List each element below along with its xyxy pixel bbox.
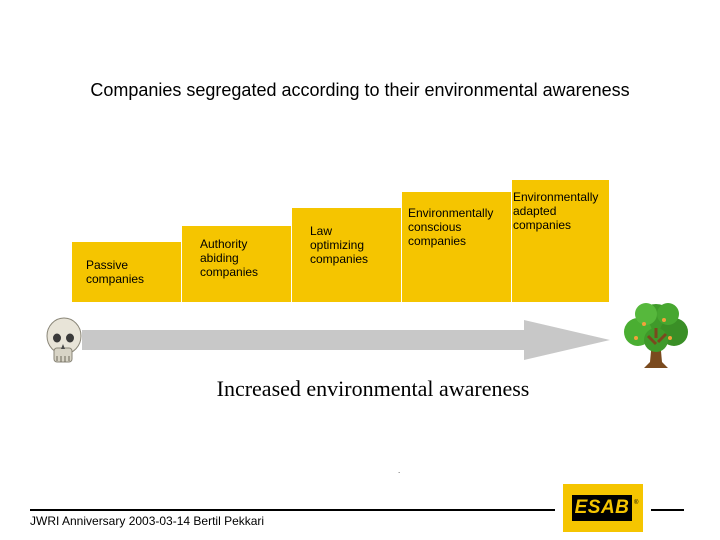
footer-rule-right	[651, 509, 684, 511]
esab-logo-registered-mark: ®	[634, 500, 639, 506]
step-label-passive: Passive companies	[86, 258, 145, 286]
skull-icon	[46, 317, 82, 363]
step-label-law-optimizing: Law optimizing companies	[310, 224, 369, 266]
step-environmentally-adapted	[512, 180, 610, 302]
awareness-arrow	[82, 320, 610, 360]
tree-icon	[624, 303, 688, 368]
footer-text: JWRI Anniversary 2003-03-14 Bertil Pekka…	[30, 514, 265, 528]
step-environmentally-conscious	[402, 192, 512, 302]
step-law-optimizing	[292, 208, 402, 302]
step-label-environmentally-conscious: Environmentally conscious companies	[408, 206, 494, 248]
step-authority-abiding	[182, 226, 292, 302]
stray-dot: .	[398, 466, 401, 475]
esab-logo-text: ESAB	[572, 495, 632, 521]
slide-title: Companies segregated according to their …	[90, 80, 630, 100]
step-passive	[72, 242, 182, 302]
step-label-environmentally-adapted: Environmentally adapted companies	[513, 190, 599, 232]
arrow-caption: Increased environmental awareness	[216, 376, 530, 401]
step-label-authority-abiding: Authority abiding companies	[200, 237, 259, 279]
footer-rule-left	[30, 509, 555, 511]
